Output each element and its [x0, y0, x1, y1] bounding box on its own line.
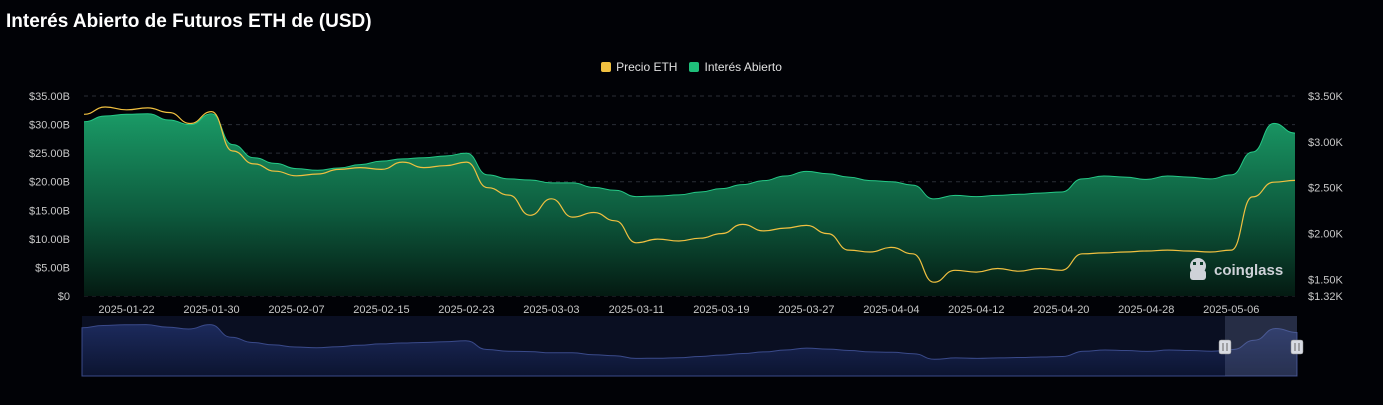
chart-title: Interés Abierto de Futuros ETH de (USD)	[6, 11, 372, 32]
y-left-tick-label: $25.00B	[29, 148, 70, 160]
y-left-tick-label: $10.00B	[29, 234, 70, 246]
x-tick-label: 2025-04-12	[948, 304, 1004, 316]
watermark-text: coinglass	[1214, 262, 1283, 279]
legend-swatch-oi	[689, 62, 700, 72]
y-right-tick-label: $1.32K	[1308, 291, 1344, 303]
y-left-tick-label: $0	[58, 291, 70, 303]
y-right-tick-label: $2.50K	[1308, 183, 1344, 195]
navigator-handle-left[interactable]	[1218, 339, 1232, 355]
x-tick-label: 2025-03-03	[523, 304, 579, 316]
x-tick-label: 2025-03-27	[778, 304, 834, 316]
x-axis: 2025-01-22 2025-01-30 2025-02-07 2025-02-15…	[98, 304, 1259, 316]
y-right-tick-label: $3.50K	[1308, 91, 1344, 103]
y-right-tick-label: $3.00K	[1308, 137, 1344, 149]
x-tick-label: 2025-04-28	[1118, 304, 1174, 316]
y-right-tick-label: $2.00K	[1308, 229, 1344, 241]
legend-swatch-price	[601, 62, 612, 72]
navigator[interactable]	[81, 316, 1304, 377]
y-left-tick-label: $35.00B	[29, 91, 70, 103]
open-interest-area[interactable]	[84, 113, 1295, 296]
open-interest-line	[83, 113, 1296, 200]
x-tick-label: 2025-03-11	[609, 304, 664, 316]
legend: Precio ETH Interés Abierto	[0, 60, 1383, 74]
x-tick-label: 2025-01-30	[183, 304, 239, 316]
x-tick-label: 2025-02-23	[438, 304, 494, 316]
y-left-tick-label: $30.00B	[29, 120, 70, 132]
navigator-selection[interactable]	[1225, 316, 1297, 376]
x-tick-label: 2025-02-15	[353, 304, 409, 316]
navigator-handle-right[interactable]	[1290, 339, 1304, 355]
legend-label-price: Precio ETH	[616, 60, 678, 74]
watermark: coinglass	[1190, 258, 1283, 280]
x-tick-label: 2025-05-06	[1203, 304, 1259, 316]
x-tick-label: 2025-04-20	[1033, 304, 1089, 316]
navigator-area	[81, 324, 1298, 377]
legend-label-oi: Interés Abierto	[704, 60, 782, 74]
y-axis-right: $1.32K $1.50K $2.00K $2.50K $3.00K $3.50K	[1308, 91, 1344, 303]
y-left-tick-label: $5.00B	[35, 262, 70, 274]
x-tick-label: 2025-03-19	[693, 304, 749, 316]
coinglass-logo-icon	[1190, 258, 1206, 280]
x-tick-label: 2025-01-22	[98, 304, 154, 316]
y-left-tick-label: $20.00B	[29, 177, 70, 189]
eth-price-line[interactable]	[83, 106, 1296, 283]
legend-item-price[interactable]: Precio ETH	[601, 60, 677, 74]
x-tick-label: 2025-04-04	[863, 304, 919, 316]
x-tick-label: 2025-02-07	[268, 304, 324, 316]
legend-item-oi[interactable]: Interés Abierto	[689, 60, 782, 74]
y-left-tick-label: $15.00B	[29, 205, 70, 217]
y-axis-left: $0 $5.00B $10.00B $15.00B $20.00B $25.00B $30.…	[29, 91, 70, 303]
y-right-tick-label: $1.50K	[1308, 274, 1344, 286]
